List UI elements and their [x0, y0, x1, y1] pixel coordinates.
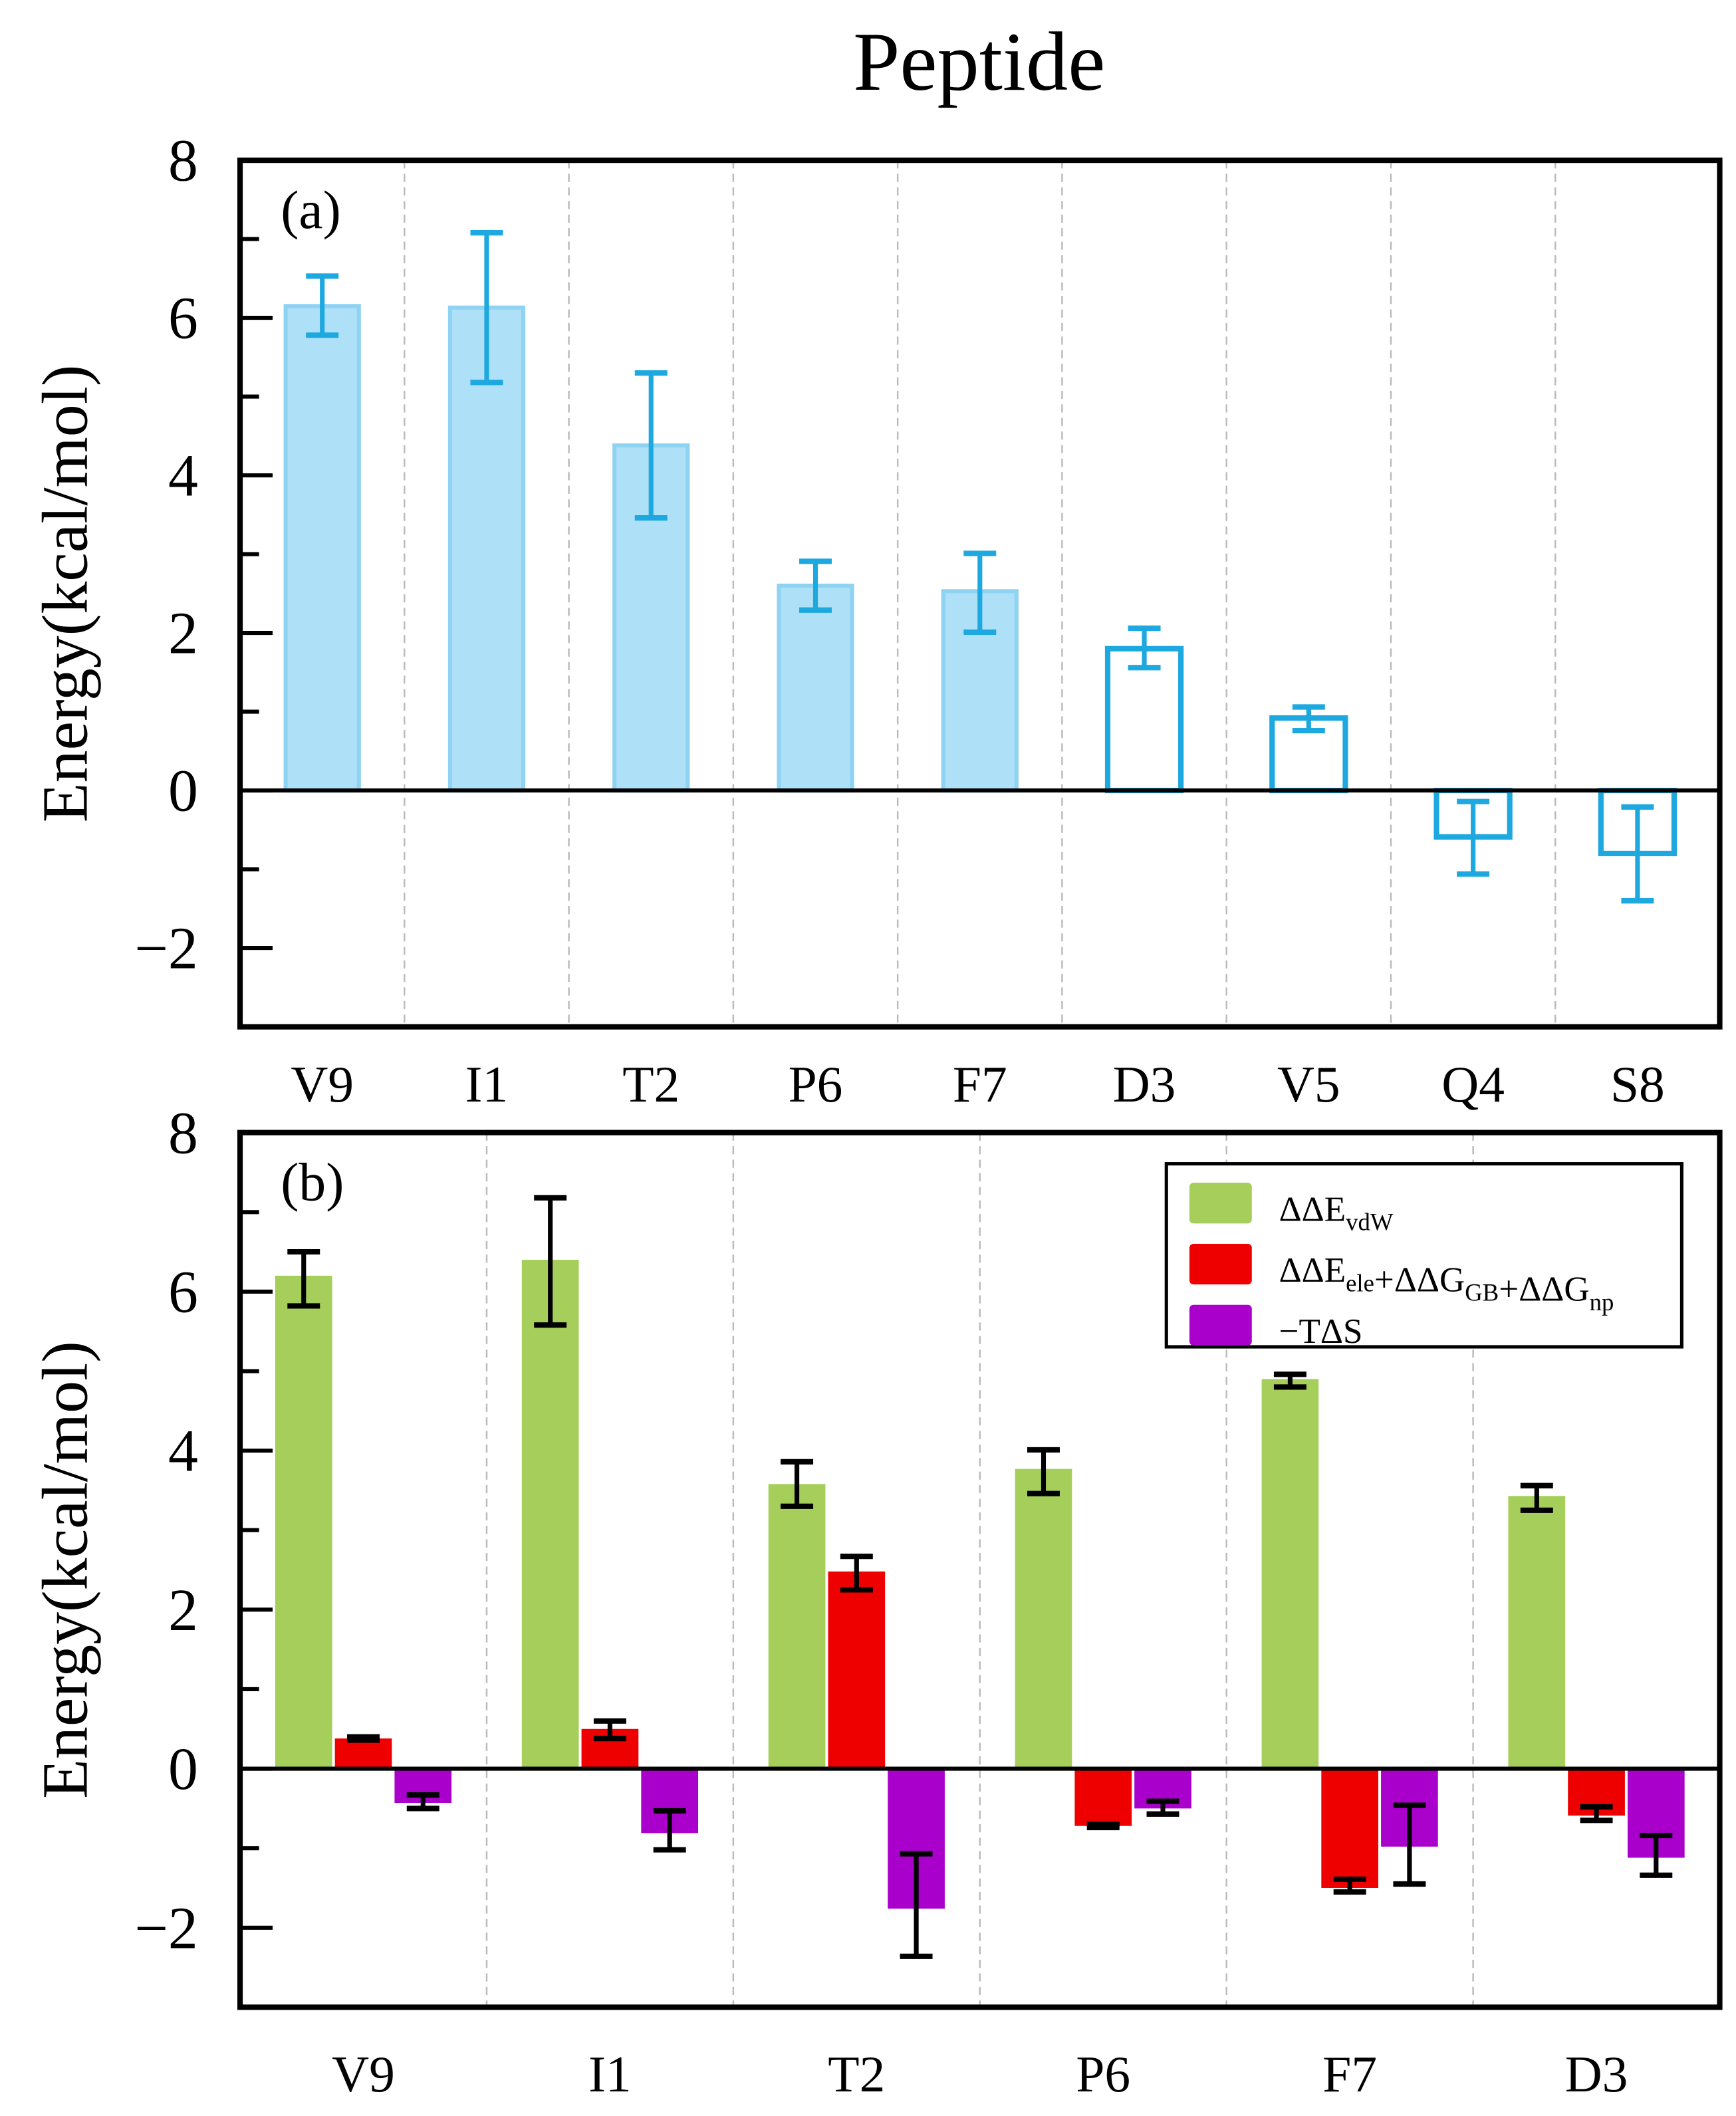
x-tick-label: V9 — [332, 2046, 395, 2103]
x-tick-label: T2 — [622, 1056, 680, 1113]
legend-label-green: ΔΔEvdW — [1279, 1190, 1394, 1235]
panel-b: −2 0 2 4 6 8 V9 I1 T2 P6 F7 D3 Energy(kcal/mol) (b) ΔΔ… — [30, 1100, 1723, 2103]
y-tick-label: 2 — [168, 1578, 198, 1643]
chart-title: Peptide — [853, 15, 1105, 108]
x-tick-label: D3 — [1113, 1056, 1176, 1113]
x-tick-label: P6 — [789, 1056, 843, 1113]
y-axis-label: Energy(kcal/mol) — [30, 364, 102, 822]
bar-V9 — [283, 304, 361, 793]
plot-frame — [237, 1129, 1723, 2010]
x-tick-label: F7 — [953, 1056, 1007, 1113]
y-tick-label: 6 — [168, 1260, 198, 1326]
x-tick-label: P6 — [1076, 2046, 1130, 2103]
x-tick-label: I1 — [588, 2046, 632, 2103]
y-tick-label: 6 — [168, 286, 198, 352]
legend: ΔΔEvdW ΔΔEele+ΔΔGGB+ΔΔGnp−TΔS — [1164, 1162, 1683, 1351]
y-tick-label: −2 — [134, 1895, 198, 1961]
bar-green-P6 — [1015, 1469, 1072, 1769]
panel-a: −2 0 2 4 6 8 V9 I1 T2 P6 F7 D3 V5 Q4 S8 Energy(kcal/mol… — [30, 128, 1723, 1113]
y-tick-label: −2 — [134, 916, 198, 982]
legend-swatch-green — [1189, 1183, 1252, 1224]
x-tick-label: V9 — [291, 1056, 354, 1113]
panel-label: (b) — [281, 1152, 344, 1213]
x-tick-label: S8 — [1610, 1056, 1665, 1113]
bar-red-F7 — [1321, 1768, 1378, 1888]
x-tick-label: Q4 — [1441, 1056, 1505, 1113]
y-tick-label: 2 — [168, 601, 198, 667]
y-tick-label: 0 — [168, 1736, 198, 1802]
legend-swatch-purple — [1189, 1304, 1252, 1346]
x-tick-label: V5 — [1277, 1056, 1340, 1113]
plot-frame — [237, 158, 1723, 1030]
y-axis-label: Energy(kcal/mol) — [30, 1341, 102, 1799]
y-tick-label: 4 — [168, 1419, 198, 1484]
legend-label-red: ΔΔEele+ΔΔGGB+ΔΔGnp — [1279, 1251, 1614, 1316]
x-tick-label: F7 — [1322, 2046, 1377, 2103]
bar-green-I1 — [521, 1260, 579, 1769]
legend-box — [1164, 1162, 1683, 1349]
bar-green-F7 — [1261, 1379, 1319, 1769]
y-tick-label: 8 — [168, 128, 198, 194]
y-tick-label: 0 — [168, 759, 198, 824]
y-tick-label: 8 — [168, 1100, 198, 1166]
bar-green-T2 — [768, 1484, 826, 1769]
bar-red-P6 — [1074, 1768, 1132, 1826]
bar-green-D3 — [1508, 1496, 1566, 1769]
x-tick-label: T2 — [828, 2046, 885, 2103]
y-tick-label: 4 — [168, 443, 198, 509]
bar-green-V9 — [275, 1275, 332, 1769]
bar-red-T2 — [828, 1571, 886, 1769]
bar-red-V9 — [334, 1738, 392, 1769]
legend-swatch-red — [1189, 1243, 1252, 1285]
legend-label-purple: −TΔS — [1279, 1312, 1363, 1351]
x-tick-label: I1 — [465, 1056, 509, 1113]
panel-label: (a) — [281, 179, 341, 240]
x-tick-label: D3 — [1565, 2046, 1628, 2103]
bar-P6 — [777, 583, 854, 793]
